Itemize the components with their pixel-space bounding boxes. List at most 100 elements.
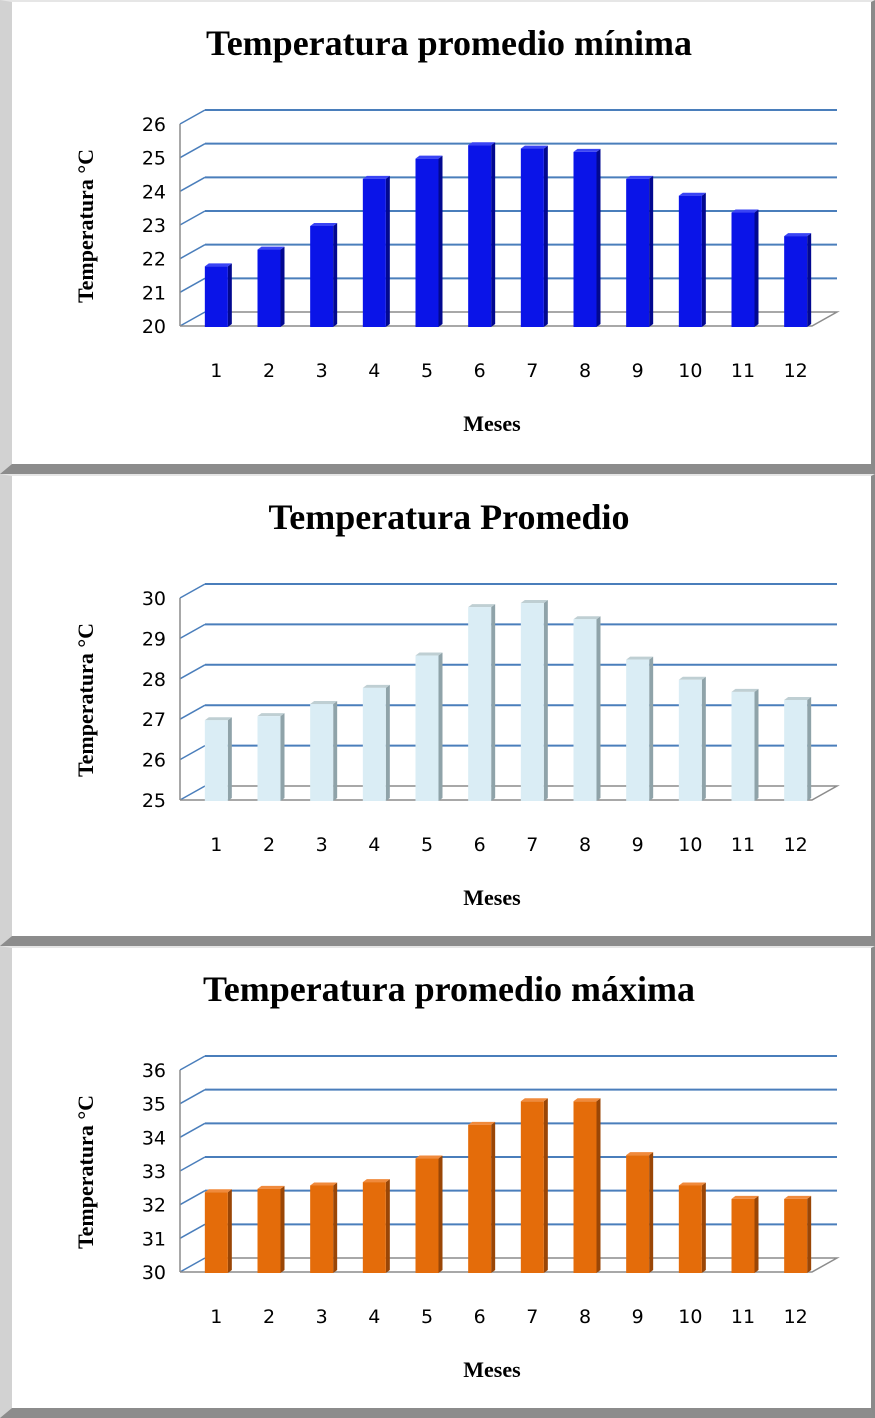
bar	[258, 1186, 285, 1273]
bar	[310, 223, 337, 327]
x-tick-label: 1	[210, 360, 222, 382]
bar-front	[574, 152, 597, 327]
x-tick-label: 9	[632, 1306, 644, 1328]
x-tick-label: 6	[474, 1306, 486, 1328]
bar-side	[807, 233, 811, 327]
bar-front	[258, 716, 281, 801]
bar	[521, 1098, 548, 1273]
y-tick-label: 35	[142, 1094, 166, 1116]
bar	[258, 713, 285, 801]
bar-front	[416, 656, 439, 801]
bar-front	[626, 660, 649, 801]
bar-side	[649, 176, 653, 327]
gridline-depth	[180, 177, 205, 191]
x-tick-labels: 1 2 3 4 5 6 7 8 9 10 11 12	[210, 360, 807, 382]
bar-top	[468, 604, 495, 607]
x-tick-label: 1	[210, 1306, 222, 1328]
bars	[205, 1098, 811, 1273]
gridline-depth	[180, 705, 205, 719]
x-tick-label: 10	[678, 1306, 702, 1328]
x-tick-label: 5	[421, 834, 433, 856]
bar	[205, 1189, 232, 1273]
x-tick-label: 7	[526, 834, 538, 856]
bar-side	[702, 677, 706, 801]
bar-front	[363, 179, 386, 327]
x-tick-label: 4	[368, 834, 380, 856]
chart-panel-minimum: Temperatura promedio mínima 20 21 22 23 24 25 2…	[0, 0, 875, 474]
bar-top	[732, 1196, 759, 1199]
bar-top	[574, 616, 601, 619]
bar-top	[258, 713, 285, 716]
y-axis-title: Temperatura °C	[73, 1095, 98, 1249]
bar-front	[363, 1182, 386, 1273]
bar-top	[205, 263, 232, 266]
chart-minimum: Temperatura promedio mínima2021222324252…	[12, 2, 871, 464]
bar-top	[310, 701, 337, 704]
bar-side	[281, 1186, 285, 1273]
bar-front	[732, 1199, 755, 1273]
y-tick-label: 31	[142, 1228, 166, 1250]
y-tick-label: 21	[142, 282, 166, 304]
bar	[363, 176, 390, 327]
bar	[679, 1182, 706, 1273]
y-tick-label: 25	[142, 148, 166, 170]
bar-side	[228, 263, 232, 327]
x-tick-label: 11	[731, 360, 755, 382]
bar-front	[205, 1192, 228, 1273]
x-axis-title: Meses	[463, 885, 521, 910]
bar	[679, 677, 706, 801]
x-tick-label: 3	[316, 834, 328, 856]
bar-side	[439, 653, 443, 801]
bar-side	[807, 697, 811, 801]
gridline-depth	[180, 144, 205, 158]
y-tick-labels: 25 26 27 28 29 30	[142, 588, 166, 812]
y-tick-label: 26	[142, 750, 166, 772]
bar-top	[574, 1098, 601, 1101]
bar	[784, 233, 811, 327]
bar	[363, 685, 390, 801]
bar-side	[491, 142, 495, 327]
bar-side	[228, 717, 232, 801]
y-tick-label: 33	[142, 1161, 166, 1183]
x-tick-labels: 1 2 3 4 5 6 7 8 9 10 11 12	[210, 834, 807, 856]
bar-top	[416, 1156, 443, 1159]
x-tick-label: 10	[678, 834, 702, 856]
bar-top	[732, 689, 759, 692]
bar-top	[310, 1182, 337, 1185]
x-tick-label: 2	[263, 834, 275, 856]
bar-top	[363, 685, 390, 688]
y-tick-label: 26	[142, 114, 166, 136]
bar-front	[679, 1185, 702, 1273]
bar-top	[574, 149, 601, 152]
chart-title: Temperatura Promedio	[269, 497, 630, 537]
y-tick-label: 36	[142, 1060, 166, 1082]
bar-top	[521, 1098, 548, 1101]
gridline-depth	[180, 278, 205, 292]
bar-top	[626, 657, 653, 660]
bar-front	[784, 236, 807, 327]
bar-front	[205, 720, 228, 801]
gridline-depth	[180, 1123, 205, 1137]
y-tick-label: 25	[142, 790, 166, 812]
bar-front	[416, 159, 439, 327]
chart-title: Temperatura promedio mínima	[206, 23, 692, 63]
bar	[574, 616, 601, 801]
x-tick-label: 2	[263, 1306, 275, 1328]
bar-front	[310, 1185, 333, 1273]
bar-side	[702, 1182, 706, 1273]
x-axis-title: Meses	[463, 411, 521, 436]
bar	[574, 1098, 601, 1273]
x-tick-label: 12	[784, 1306, 808, 1328]
bar-side	[544, 146, 548, 327]
bar-front	[521, 1101, 544, 1273]
x-tick-label: 1	[210, 834, 222, 856]
bar-side	[333, 1182, 337, 1273]
bar-front	[679, 680, 702, 801]
x-tick-label: 5	[421, 360, 433, 382]
y-tick-labels: 30 31 32 33 34 35 36	[142, 1060, 166, 1284]
x-tick-label: 8	[579, 360, 591, 382]
bar-front	[468, 1125, 491, 1273]
bar-top	[363, 1179, 390, 1182]
chart-panel-average: Temperatura Promedio 25 26 27 28 29 30 1 2 3 4 5 6 7 8…	[0, 474, 875, 946]
chart-maximum: Temperatura promedio máxima3031323334353…	[12, 948, 871, 1408]
